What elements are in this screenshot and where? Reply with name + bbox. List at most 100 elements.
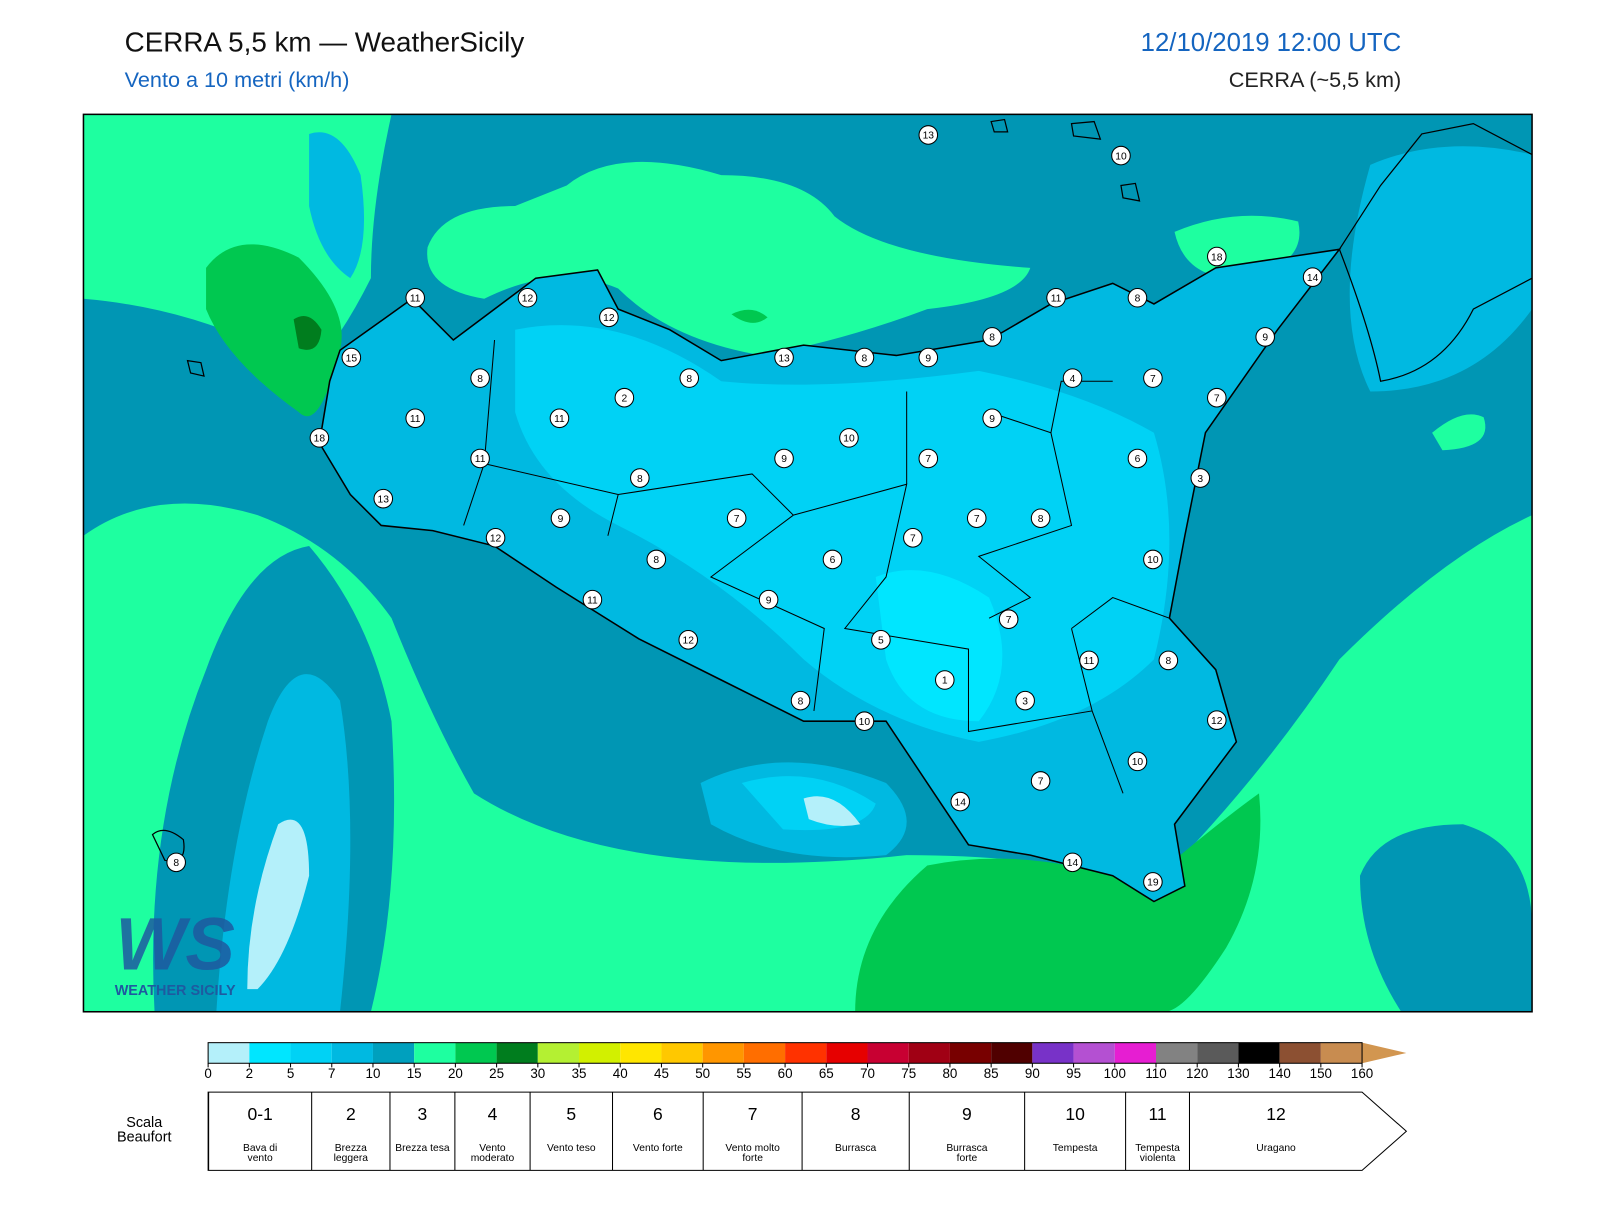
beaufort-description: Vento molto forte <box>725 1142 780 1165</box>
station-marker <box>1206 387 1227 408</box>
station-marker <box>1206 246 1227 267</box>
station-value: 10 <box>1115 151 1127 162</box>
colorbar-tick-label: 140 <box>1268 1066 1290 1081</box>
station-value: 11 <box>410 294 421 305</box>
station-marker <box>1190 468 1211 488</box>
station-marker <box>966 508 987 529</box>
station-marker <box>854 711 875 731</box>
colorbar-tick-label: 35 <box>572 1066 587 1081</box>
colorbar-swatch <box>620 1042 662 1064</box>
title: CERRA 5,5 km — WeatherSicily <box>125 27 525 58</box>
station-value: 12 <box>1211 716 1223 727</box>
station-value: 12 <box>490 534 502 545</box>
station-marker <box>1143 872 1163 892</box>
beaufort-description: Uragano <box>1256 1142 1296 1154</box>
station-value: 8 <box>477 374 483 385</box>
station-marker <box>774 448 794 469</box>
station-marker <box>1015 690 1035 711</box>
station-value: 7 <box>925 454 931 465</box>
station-value: 6 <box>1135 454 1141 465</box>
beaufort-cell: 4 Vento moderato <box>454 1092 529 1171</box>
station-marker <box>373 488 394 509</box>
datetime: 12/10/2019 12:00 UTC <box>1141 29 1402 57</box>
colorbar-tick-label: 110 <box>1145 1066 1166 1081</box>
beaufort-label: Scala Beaufort <box>116 1113 172 1145</box>
beaufort-cell: 7 Vento molto forte <box>702 1092 802 1171</box>
station-marker <box>982 327 1002 347</box>
station-value: 9 <box>925 353 931 364</box>
station-value: 6 <box>830 555 836 566</box>
station-marker <box>839 428 859 448</box>
station-marker <box>918 125 939 145</box>
colorbar-swatch <box>290 1042 332 1064</box>
colorbar-swatch <box>661 1042 703 1064</box>
beaufort-force: 0-1 <box>247 1104 273 1125</box>
colorbar-tick-label: 10 <box>366 1066 381 1081</box>
colorbar-swatch <box>579 1042 621 1064</box>
colorbar-swatch <box>991 1042 1033 1064</box>
station-marker <box>1302 267 1323 287</box>
colorbar-swatch <box>1073 1042 1115 1064</box>
station-marker <box>822 549 843 570</box>
colorbar-swatch <box>908 1042 950 1064</box>
station-value: 11 <box>554 414 565 425</box>
beaufort-cell: 8 Burrasca <box>801 1092 909 1171</box>
colorbar-swatch <box>1238 1042 1280 1064</box>
station-marker <box>1143 549 1163 570</box>
field <box>83 114 1533 1012</box>
beaufort-description: Brezza leggera <box>333 1142 368 1165</box>
beaufort-description: Tempesta violenta <box>1135 1142 1180 1165</box>
station-value: 10 <box>1147 555 1159 566</box>
station-value: 7 <box>910 534 916 545</box>
colorbar-swatch <box>1032 1042 1074 1064</box>
station-marker <box>1255 327 1275 347</box>
station-marker <box>549 408 570 429</box>
station-value: 9 <box>766 595 772 606</box>
colorbar-swatch <box>702 1042 744 1064</box>
station-value: 8 <box>1135 294 1141 305</box>
station-value: 11 <box>475 454 486 465</box>
colorbar-tick-label: 100 <box>1104 1066 1126 1081</box>
station-marker <box>998 609 1019 629</box>
station-value: 13 <box>778 353 790 364</box>
station-value: 12 <box>603 313 615 324</box>
colorbar-swatch <box>455 1042 497 1064</box>
station-value: 5 <box>878 636 884 647</box>
beaufort-cell: 2 Brezza leggera <box>311 1092 389 1171</box>
beaufort-description: Vento teso <box>546 1142 596 1154</box>
beaufort-force: 10 <box>1065 1104 1085 1125</box>
beaufort-cell: 9 Burrasca forte <box>908 1092 1024 1171</box>
station-value: 2 <box>621 393 627 404</box>
station-value: 8 <box>989 333 995 344</box>
station-marker <box>582 589 603 610</box>
colorbar-tick-label: 20 <box>448 1066 463 1081</box>
station-marker <box>1030 771 1051 791</box>
station-value: 10 <box>1132 757 1144 768</box>
colorbar-swatch <box>496 1042 538 1064</box>
beaufort-cell: 12 Uragano <box>1188 1092 1362 1171</box>
beaufort-frame <box>207 1091 1408 1171</box>
colorbar-swatch <box>331 1042 373 1064</box>
station-marker <box>918 347 939 368</box>
colorbar-swatch <box>867 1042 909 1064</box>
colorbar-tick-label: 130 <box>1227 1066 1249 1081</box>
station-marker <box>1046 287 1066 308</box>
colorbar-tick-label: 45 <box>654 1066 669 1081</box>
colorbar-tick-label: 90 <box>1025 1066 1040 1081</box>
colorbar-tick-label: 50 <box>695 1066 710 1081</box>
station-marker <box>599 307 619 328</box>
station-marker <box>309 428 330 448</box>
colorbar: 0 2 5 7 10 15 20 25 30 35 40 45 50 55 60 65 70 75 80 85 90 95… <box>204 1042 1407 1081</box>
station-marker <box>1079 650 1099 671</box>
beaufort-cell: 3 Brezza tesa <box>389 1092 454 1171</box>
colorbar-tick-label: 2 <box>246 1066 253 1081</box>
beaufort-force: 4 <box>487 1104 498 1125</box>
station-marker <box>405 408 425 429</box>
station-marker <box>1143 368 1163 388</box>
colorbar-swatch <box>208 1042 250 1064</box>
colorbar-tick-label: 120 <box>1186 1066 1208 1081</box>
station-value: 10 <box>843 434 855 445</box>
station-marker <box>726 508 747 529</box>
